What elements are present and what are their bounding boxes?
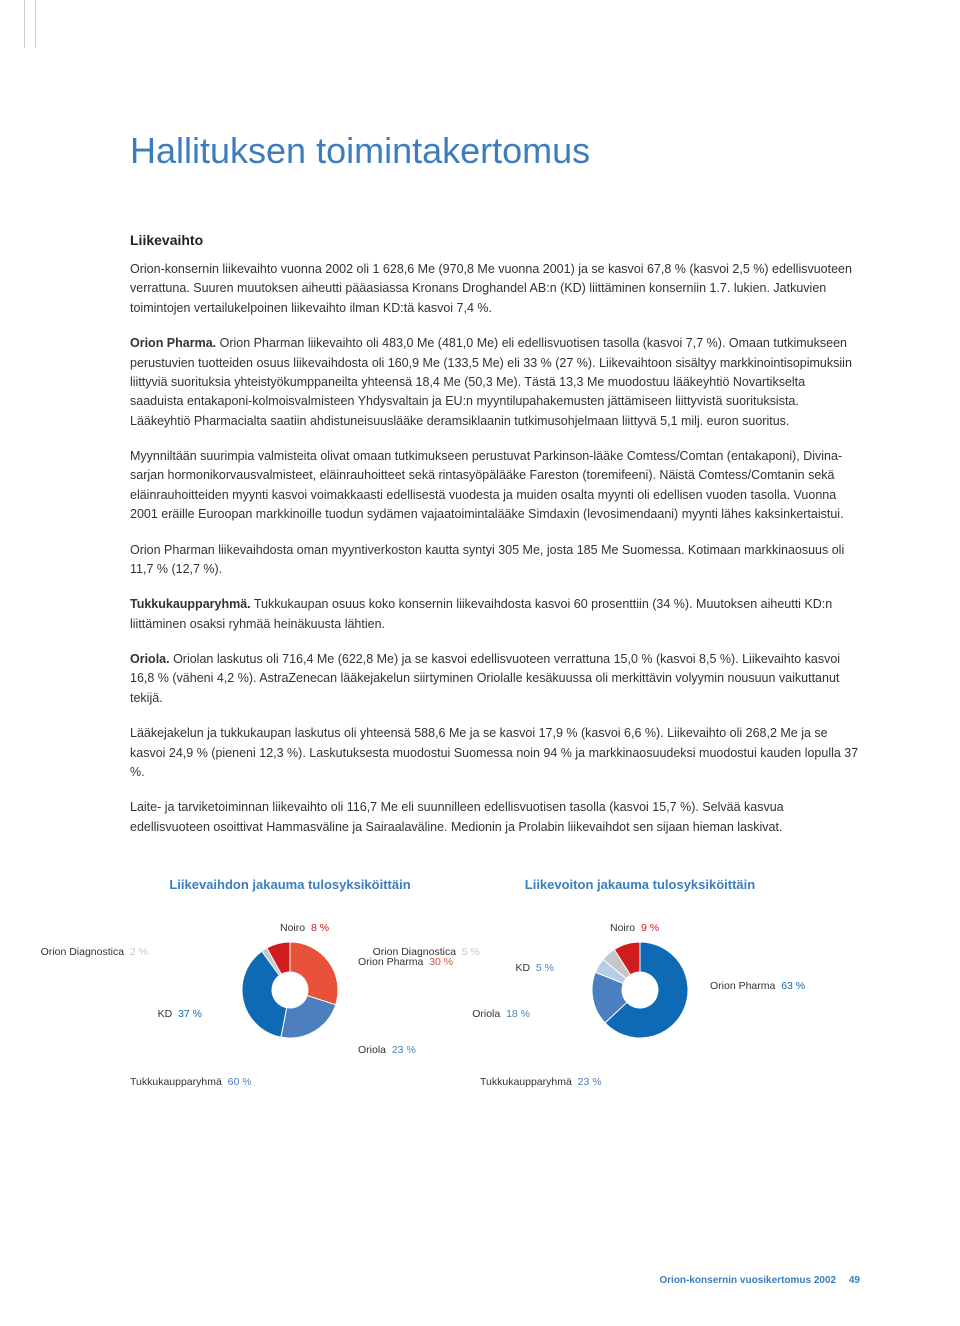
pie-slice-label: KD 37 % <box>158 1008 202 1020</box>
pie-slice-label: Orion Pharma 63 % <box>710 980 805 992</box>
pie-slice-label: Noiro 9 % <box>610 922 659 934</box>
page-footer: Orion-konsernin vuosikertomus 2002 49 <box>659 1275 860 1286</box>
page-title: Hallituksen toimintakertomus <box>130 130 860 172</box>
chart-group-value: 60 % <box>228 1076 252 1088</box>
page-content: Hallituksen toimintakertomus Liikevaihto… <box>0 0 960 1088</box>
chart-group-label: Tukkukaupparyhmä 23 % <box>480 1076 800 1088</box>
chart-revenue-breakdown: Liikevaihdon jakauma tulosyksiköittäin O… <box>130 877 450 1088</box>
pie-slice-label: Noiro 8 % <box>280 922 329 934</box>
pie-slice-label: Orion Diagnostica 2 % <box>41 946 148 958</box>
pie-chart: Orion Pharma 63 %Oriola 18 %KD 5 %Orion … <box>480 910 800 1070</box>
body-paragraph: Lääkejakelun ja tukkukaupan laskutus oli… <box>130 724 860 782</box>
charts-row: Liikevaihdon jakauma tulosyksiköittäin O… <box>130 877 860 1088</box>
page-number: 49 <box>849 1275 860 1286</box>
section-heading: Liikevaihto <box>130 232 860 248</box>
body-paragraph: Orion Pharman liikevaihdosta oman myynti… <box>130 541 860 580</box>
pie-slice <box>290 942 338 1005</box>
chart-group-value: 23 % <box>578 1076 602 1088</box>
pie-slice-label: Oriola 23 % <box>358 1044 416 1056</box>
footer-text: Orion-konsernin vuosikertomus 2002 <box>659 1275 836 1286</box>
body-paragraph: Laite- ja tarviketoiminnan liikevaihto o… <box>130 798 860 837</box>
chart-group-label: Tukkukaupparyhmä 60 % <box>130 1076 450 1088</box>
body-paragraph: Tukkukaupparyhmä. Tukkukaupan osuus koko… <box>130 595 860 634</box>
body-paragraph: Orion Pharma. Orion Pharman liikevaihto … <box>130 334 860 431</box>
chart-profit-breakdown: Liikevoiton jakauma tulosyksiköittäin Or… <box>480 877 800 1088</box>
chart-title: Liikevoiton jakauma tulosyksiköittäin <box>480 877 800 892</box>
page-left-rule <box>24 0 36 48</box>
pie-slice-label: Oriola 18 % <box>472 1008 530 1020</box>
chart-title: Liikevaihdon jakauma tulosyksiköittäin <box>130 877 450 892</box>
body-text: Orion-konsernin liikevaihto vuonna 2002 … <box>130 260 860 837</box>
body-paragraph: Oriola. Oriolan laskutus oli 716,4 Me (6… <box>130 650 860 708</box>
pie-slice <box>281 996 336 1038</box>
body-paragraph: Orion-konsernin liikevaihto vuonna 2002 … <box>130 260 860 318</box>
pie-chart: Orion Pharma 30 %Oriola 23 %KD 37 %Orion… <box>130 910 450 1070</box>
pie-slice-label: KD 5 % <box>515 962 554 974</box>
pie-slice-label: Orion Diagnostica 5 % <box>373 946 480 958</box>
body-paragraph: Myynniltään suurimpia valmisteita olivat… <box>130 447 860 525</box>
